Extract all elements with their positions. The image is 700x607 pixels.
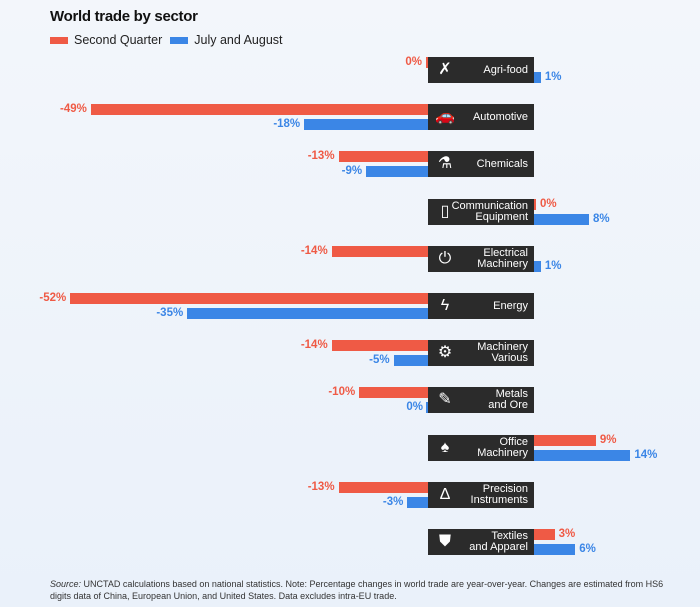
category-label: Energy: [493, 299, 528, 312]
data-label: 3%: [558, 528, 576, 540]
data-label: -3%: [382, 496, 404, 508]
category-label: Metals and Ore: [488, 388, 528, 411]
windmill-field-icon: ✗: [438, 61, 452, 78]
bar-second-quarter: [426, 57, 428, 68]
bar-july-august: [304, 119, 428, 130]
category-label: Office Machinery: [477, 436, 528, 459]
bar-july-august: [426, 402, 428, 413]
bar-second-quarter: [338, 482, 428, 493]
phone-icon: ▯: [440, 203, 450, 220]
data-label: -52%: [39, 292, 67, 304]
pencil-ore-icon: ✎: [438, 391, 452, 408]
chart-title: World trade by sector: [50, 8, 198, 25]
legend: Second Quarter July and August: [50, 33, 291, 47]
compass-icon: ∆: [440, 486, 450, 503]
data-label: -13%: [307, 150, 335, 162]
legend-label: Second Quarter: [74, 33, 163, 47]
source-label: Source:: [50, 579, 82, 589]
footnote-text: UNCTAD calculations based on national st…: [50, 579, 664, 601]
bar-second-quarter: [338, 151, 428, 162]
office-chair-icon: ♠: [440, 439, 450, 456]
category-label: Communication Equipment: [451, 200, 528, 223]
legend-swatch-red: [50, 36, 68, 44]
legend-label: July and August: [194, 33, 283, 47]
bar-july-august: [534, 544, 576, 555]
car-icon: 🚗: [435, 108, 455, 125]
category-label-box: ▯ Communication Equipment: [428, 199, 534, 225]
data-label: -5%: [369, 354, 390, 366]
data-label: -14%: [300, 245, 328, 257]
category-label-box: ∆ Precision Instruments: [428, 482, 534, 508]
bar-second-quarter: [331, 340, 428, 351]
category-label-box: ✗ Agri-food: [428, 57, 534, 83]
bar-second-quarter: [534, 529, 555, 540]
bar-july-august: [534, 214, 590, 225]
data-label: 14%: [634, 449, 658, 461]
bar-second-quarter: [331, 246, 428, 257]
legend-item-second-quarter: Second Quarter: [50, 33, 162, 47]
category-label: Electrical Machinery: [477, 247, 528, 270]
category-label-box: ⏻ Electrical Machinery: [428, 246, 534, 272]
category-label-box: ⚙ Machinery Various: [428, 340, 534, 366]
bar-july-august: [534, 72, 541, 83]
bar-july-august: [407, 497, 428, 508]
legend-swatch-blue: [170, 36, 189, 44]
bar-second-quarter: [359, 387, 428, 398]
data-label: 0%: [540, 198, 557, 210]
data-label: -49%: [60, 103, 87, 115]
data-label: -35%: [156, 307, 184, 319]
data-label: -14%: [300, 339, 328, 351]
category-label-box: ✎ Metals and Ore: [428, 387, 534, 413]
data-label: -9%: [341, 165, 363, 177]
power-gear-icon: ⏻: [438, 250, 452, 267]
data-label: -18%: [273, 118, 301, 130]
data-label: 6%: [579, 543, 596, 555]
data-label: 1%: [544, 260, 562, 272]
category-label: Agri-food: [483, 63, 528, 76]
bar-second-quarter: [90, 104, 428, 115]
category-label-box: ⚗ Chemicals: [428, 151, 534, 177]
data-label: 9%: [599, 434, 617, 446]
category-label: Chemicals: [476, 157, 528, 170]
bar-july-august: [187, 308, 428, 319]
legend-item-july-august: July and August: [170, 33, 283, 47]
data-label: -13%: [307, 481, 335, 493]
bar-july-august: [366, 166, 428, 177]
lightning-icon: ϟ: [440, 297, 450, 314]
jacket-icon: ⛊: [438, 533, 451, 550]
bar-second-quarter: [70, 293, 428, 304]
category-label: Textiles and Apparel: [469, 530, 528, 553]
data-label: -10%: [328, 386, 356, 398]
flask-icon: ⚗: [437, 155, 453, 172]
category-label-box: ϟ Energy: [428, 293, 534, 319]
bar-july-august: [393, 355, 428, 366]
bar-second-quarter: [534, 199, 536, 210]
category-label: Precision Instruments: [470, 483, 528, 506]
bar-july-august: [534, 261, 541, 272]
bar-chart: ✗ Agri-food 0% 1% 🚗 Automotive -49% -18% ⚗ Chemic…: [39, 56, 658, 555]
category-label-box: ⛊ Textiles and Apparel: [428, 529, 534, 555]
category-label: Machinery Various: [477, 341, 528, 364]
gears-icon: ⚙: [437, 344, 453, 361]
category-label-box: ♠ Office Machinery: [428, 435, 534, 461]
data-label: 0%: [406, 401, 423, 413]
data-label: 0%: [405, 56, 422, 68]
bar-july-august: [534, 450, 631, 461]
category-label: Automotive: [472, 110, 528, 123]
data-label: 1%: [544, 71, 562, 83]
data-label: 8%: [593, 213, 610, 225]
footnote: Source: UNCTAD calculations based on nat…: [50, 578, 670, 602]
bar-second-quarter: [534, 435, 596, 446]
category-label-box: 🚗 Automotive: [428, 104, 534, 130]
